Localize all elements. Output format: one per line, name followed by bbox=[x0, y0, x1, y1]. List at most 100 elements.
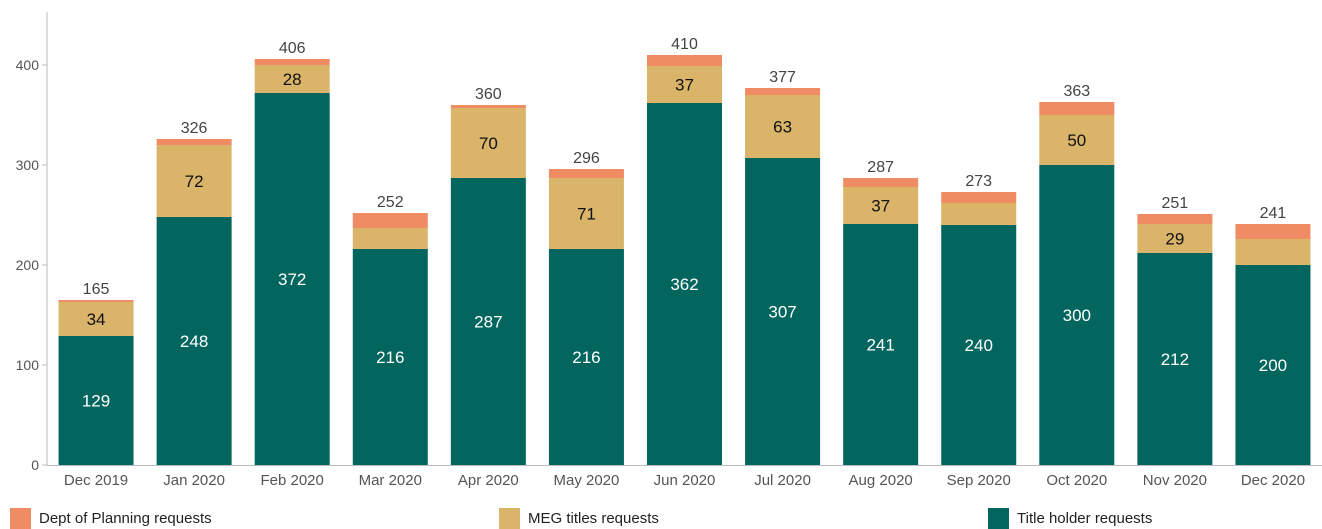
y-tick-label: 400 bbox=[16, 57, 40, 73]
bar-segment-meg-titles-requests bbox=[156, 145, 232, 217]
x-tick-label: Mar 2020 bbox=[359, 472, 422, 489]
bar-segment-title-holder-requests bbox=[941, 225, 1017, 465]
segment-value-label: 216 bbox=[572, 348, 600, 367]
bar-segment-meg-titles-requests bbox=[745, 95, 821, 158]
segment-value-label: 216 bbox=[376, 348, 404, 367]
bar-segment-title-holder-requests bbox=[1235, 265, 1311, 465]
legend-swatch-dept-planning bbox=[10, 507, 31, 529]
legend-swatch-title-holder bbox=[988, 507, 1009, 529]
segment-value-label: 240 bbox=[965, 336, 993, 355]
bar-segment-dept-of-planning-requests bbox=[254, 59, 330, 65]
bar-segment-dept-of-planning-requests bbox=[1235, 224, 1311, 239]
y-tick-label: 100 bbox=[16, 357, 40, 373]
bar-segment-title-holder-requests bbox=[254, 93, 330, 465]
bar-segment-meg-titles-requests bbox=[450, 108, 526, 178]
bar-segment-meg-titles-requests bbox=[548, 178, 624, 249]
x-tick-label: Dec 2020 bbox=[1241, 472, 1305, 489]
segment-value-label: 37 bbox=[675, 76, 694, 95]
bar-total-label: 252 bbox=[377, 194, 404, 211]
segment-value-label: 129 bbox=[82, 392, 110, 411]
bar-segment-title-holder-requests bbox=[1137, 253, 1213, 465]
bar-segment-meg-titles-requests bbox=[1039, 115, 1115, 165]
legend-item-dept-planning: Dept of Planning requests bbox=[10, 507, 212, 529]
segment-value-label: 300 bbox=[1063, 306, 1091, 325]
x-tick-label: Aug 2020 bbox=[849, 472, 913, 489]
legend-label-title-holder: Title holder requests bbox=[1017, 509, 1153, 527]
x-tick-label: May 2020 bbox=[553, 472, 619, 489]
segment-value-label: 28 bbox=[283, 70, 302, 89]
segment-value-label: 362 bbox=[670, 275, 698, 294]
bar-total-label: 406 bbox=[279, 40, 306, 57]
bar-total-label: 241 bbox=[1260, 205, 1287, 222]
bar-segment-dept-of-planning-requests bbox=[941, 192, 1017, 203]
bar-segment-title-holder-requests bbox=[156, 217, 232, 465]
bar-total-label: 363 bbox=[1063, 83, 1090, 100]
bar-segment-title-holder-requests bbox=[548, 249, 624, 465]
bar-segment-dept-of-planning-requests bbox=[352, 213, 428, 228]
bar-segment-meg-titles-requests bbox=[1235, 239, 1311, 265]
bar-segment-title-holder-requests bbox=[745, 158, 821, 465]
segment-value-label: 72 bbox=[185, 172, 204, 191]
bar-segment-meg-titles-requests bbox=[352, 228, 428, 249]
segment-value-label: 71 bbox=[577, 205, 596, 224]
bar-total-label: 273 bbox=[965, 173, 992, 190]
segment-value-label: 34 bbox=[87, 310, 106, 329]
stacked-bar-chart: 0 100 200 300 400 129 34 165 Dec 2019 248 72 326 Jan… bbox=[16, 12, 1322, 489]
segment-value-label: 372 bbox=[278, 270, 306, 289]
bar-total-label: 360 bbox=[475, 86, 502, 103]
x-tick-label: Jan 2020 bbox=[163, 472, 225, 489]
segment-value-label: 212 bbox=[1161, 350, 1189, 369]
bar-segment-title-holder-requests bbox=[352, 249, 428, 465]
bar-segment-meg-titles-requests bbox=[941, 203, 1017, 225]
bar-segment-dept-of-planning-requests bbox=[548, 169, 624, 178]
x-tick-label: Nov 2020 bbox=[1143, 472, 1207, 489]
bar-segment-meg-titles-requests bbox=[647, 66, 722, 103]
bar-segment-dept-of-planning-requests bbox=[450, 105, 526, 108]
bar-segment-dept-of-planning-requests bbox=[647, 55, 722, 66]
bar-segment-dept-of-planning-requests bbox=[843, 178, 919, 187]
bar-total-label: 165 bbox=[83, 281, 110, 298]
x-tick-label: Dec 2019 bbox=[64, 472, 128, 489]
bar-segment-meg-titles-requests bbox=[1137, 224, 1213, 253]
segment-value-label: 50 bbox=[1067, 131, 1086, 150]
segment-value-label: 200 bbox=[1259, 356, 1287, 375]
segment-value-label: 307 bbox=[768, 303, 796, 322]
segment-value-label: 37 bbox=[871, 197, 890, 216]
segment-value-label: 287 bbox=[474, 313, 502, 332]
bar-segment-title-holder-requests bbox=[843, 224, 919, 465]
segment-value-label: 70 bbox=[479, 134, 498, 153]
bar-total-label: 377 bbox=[769, 69, 796, 86]
bar-total-label: 326 bbox=[181, 120, 208, 137]
bar-total-label: 251 bbox=[1162, 195, 1189, 212]
bar-segment-title-holder-requests bbox=[58, 336, 134, 465]
x-tick-label: Sep 2020 bbox=[947, 472, 1011, 489]
x-tick-label: Jul 2020 bbox=[754, 472, 811, 489]
bar-segment-meg-titles-requests bbox=[254, 65, 330, 93]
bar-segment-dept-of-planning-requests bbox=[1039, 102, 1115, 115]
bar-total-label: 287 bbox=[867, 159, 894, 176]
legend-item-meg-titles: MEG titles requests bbox=[499, 507, 659, 529]
x-tick-label: Apr 2020 bbox=[458, 472, 519, 489]
segment-value-label: 241 bbox=[866, 336, 894, 355]
bar-total-label: 296 bbox=[573, 150, 600, 167]
bar-segment-title-holder-requests bbox=[1039, 165, 1115, 465]
x-tick-label: Jun 2020 bbox=[654, 472, 716, 489]
y-tick-label: 0 bbox=[31, 457, 39, 473]
legend-label-meg-titles: MEG titles requests bbox=[528, 509, 659, 527]
legend-item-title-holder: Title holder requests bbox=[988, 507, 1152, 529]
y-tick-label: 300 bbox=[16, 157, 40, 173]
x-tick-label: Feb 2020 bbox=[260, 472, 323, 489]
bar-segment-meg-titles-requests bbox=[58, 302, 134, 336]
segment-value-label: 63 bbox=[773, 118, 792, 137]
bar-total-label: 410 bbox=[671, 36, 698, 53]
bar-segment-dept-of-planning-requests bbox=[58, 300, 134, 302]
bar-segment-title-holder-requests bbox=[450, 178, 526, 465]
legend-label-dept-planning: Dept of Planning requests bbox=[39, 509, 212, 527]
x-tick-label: Oct 2020 bbox=[1046, 472, 1107, 489]
legend-swatch-meg-titles bbox=[499, 507, 520, 529]
segment-value-label: 29 bbox=[1165, 230, 1184, 249]
bar-segment-dept-of-planning-requests bbox=[156, 139, 232, 145]
y-tick-label: 200 bbox=[16, 257, 40, 273]
bar-segment-dept-of-planning-requests bbox=[745, 88, 821, 95]
bar-segment-dept-of-planning-requests bbox=[1137, 214, 1213, 224]
